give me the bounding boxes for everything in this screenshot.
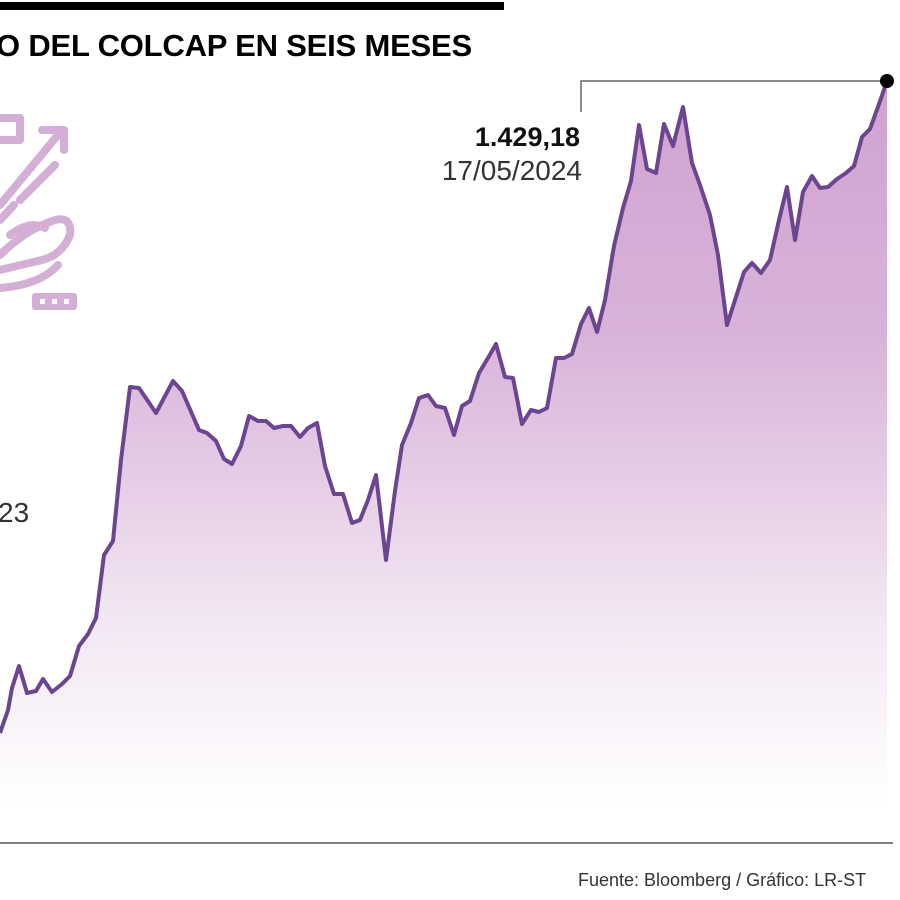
end-value-label: 1.429,18 (474, 122, 580, 152)
annotation-leader-line (580, 80, 887, 112)
source-credit: Fuente: Bloomberg / Gráfico: LR-ST (578, 870, 867, 890)
top-rule (0, 2, 504, 10)
hand-growth-arrow-icon (0, 114, 77, 310)
area-fill (0, 81, 887, 803)
end-date-label: 17/05/2024 (441, 155, 582, 186)
colcap-line (0, 80, 889, 734)
start-date-label-partial: 23 (0, 497, 30, 528)
chart-title: O DEL COLCAP EN SEIS MESES (0, 28, 472, 63)
last-point-marker (880, 74, 894, 88)
